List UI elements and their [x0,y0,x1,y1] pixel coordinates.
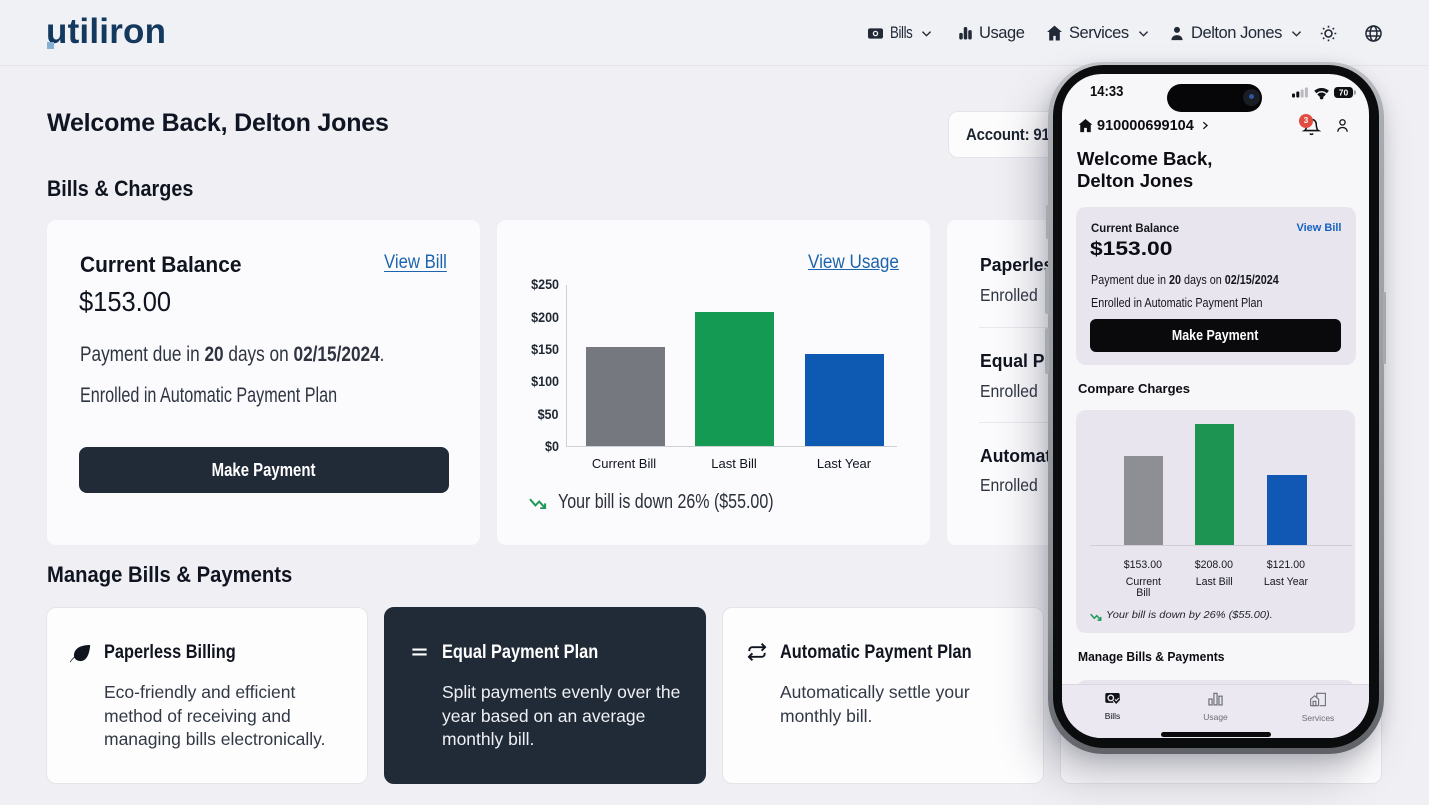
svg-text:70: 70 [1339,88,1349,98]
